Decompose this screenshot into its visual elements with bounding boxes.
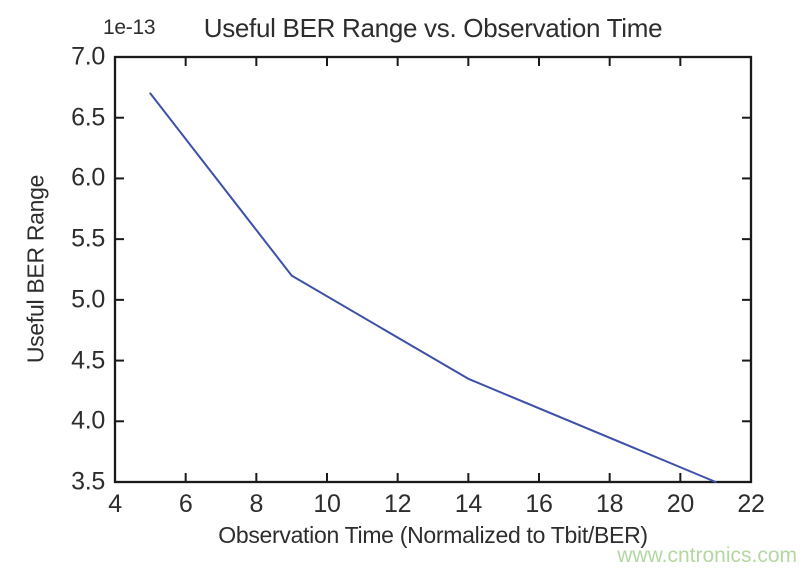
y-tick-label: 5.0 [71, 285, 105, 314]
x-tick-label: 10 [313, 490, 341, 518]
y-tick-label: 4.5 [71, 346, 105, 375]
y-tick-label: 6.5 [71, 103, 105, 132]
x-axis-label: Observation Time (Normalized to Tbit/BER… [218, 522, 648, 548]
x-tick-label: 12 [384, 490, 412, 518]
x-tick-label: 8 [249, 490, 264, 518]
x-tick-label: 16 [525, 490, 553, 518]
y-axis-offset-label: 1e-13 [103, 16, 156, 39]
data-line-useful-ber-range [149, 92, 717, 483]
y-tick-label: 6.0 [71, 163, 105, 192]
y-axis-label: Useful BER Range [22, 174, 49, 364]
x-tick-label: 18 [596, 490, 624, 518]
chart-title: Useful BER Range vs. Observation Time [203, 13, 663, 43]
watermark-text: www.cntronics.com [617, 544, 797, 567]
y-tick-label: 3.5 [71, 467, 105, 496]
y-tick-label: 5.5 [71, 224, 105, 253]
x-tick-label: 4 [108, 490, 122, 518]
x-tick-label: 22 [737, 490, 765, 518]
x-tick-label: 20 [666, 490, 695, 518]
x-tick-label: 6 [178, 490, 193, 518]
y-tick-label: 4.0 [71, 406, 105, 435]
x-tick-label: 14 [454, 490, 483, 518]
y-tick-label: 7.0 [71, 42, 105, 71]
axes-frame [113, 55, 753, 484]
